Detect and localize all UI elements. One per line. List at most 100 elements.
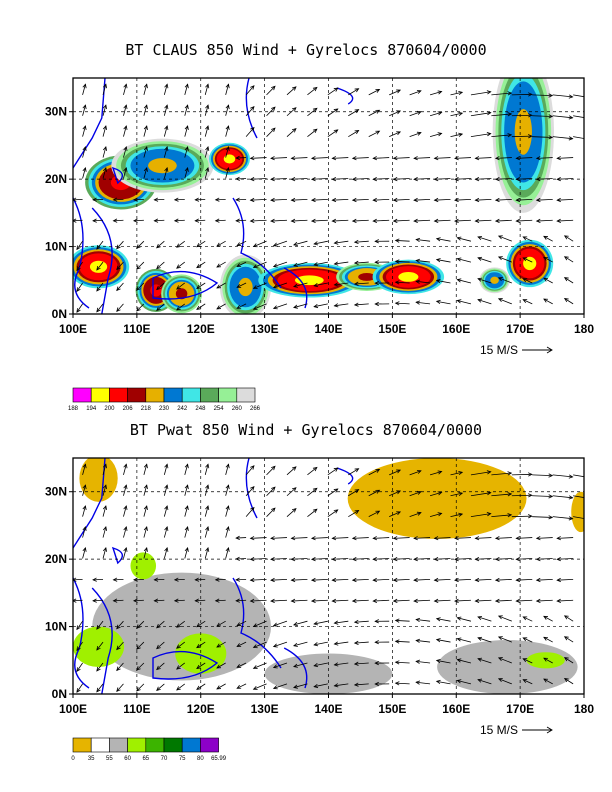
wind-arrow bbox=[523, 299, 533, 305]
wind-arrowhead bbox=[486, 470, 492, 475]
wind-arrow bbox=[143, 125, 148, 137]
wind-arrowhead bbox=[143, 463, 148, 469]
colorbar-label: 242 bbox=[177, 406, 188, 412]
wind-arrow bbox=[511, 515, 532, 518]
wind-arrowhead bbox=[236, 684, 242, 689]
wind-arrow bbox=[334, 282, 349, 286]
wind-arrowhead bbox=[313, 262, 319, 267]
wind-arrow bbox=[250, 558, 267, 560]
x-tick-label: 140E bbox=[314, 322, 342, 336]
wind-arrow bbox=[116, 240, 124, 249]
wind-arrowhead bbox=[156, 623, 161, 629]
wind-arrow bbox=[332, 558, 349, 560]
wind-arrowhead bbox=[116, 244, 121, 250]
wind-arrowhead bbox=[102, 104, 108, 110]
wind-arrow bbox=[123, 146, 127, 158]
vector-scale-arrowhead bbox=[546, 346, 553, 354]
wind-arrow bbox=[434, 537, 451, 539]
wind-arrow bbox=[293, 303, 308, 308]
wind-arrow bbox=[414, 537, 431, 539]
wind-arrow bbox=[216, 620, 226, 627]
wind-arrowhead bbox=[271, 465, 276, 471]
grid bbox=[73, 78, 584, 314]
wind-arrowhead bbox=[116, 265, 121, 271]
wind-arrow bbox=[116, 282, 124, 291]
wind-arrowhead bbox=[416, 89, 422, 94]
wind-arrow bbox=[434, 558, 451, 560]
wind-arrow bbox=[156, 641, 165, 649]
colorbar-swatch bbox=[145, 737, 165, 753]
wind-arrow bbox=[348, 109, 359, 117]
wind-arrowhead bbox=[176, 264, 181, 269]
wind-arrow bbox=[225, 84, 229, 95]
wind-arrowhead bbox=[543, 657, 548, 662]
colorbar-swatch bbox=[145, 387, 165, 403]
wind-arrowhead bbox=[184, 505, 189, 511]
wind-arrow bbox=[102, 526, 107, 538]
wind-arrow bbox=[225, 167, 229, 179]
wind-arrow bbox=[354, 303, 369, 306]
wind-arrow bbox=[163, 84, 168, 95]
wind-arrow bbox=[573, 115, 584, 118]
wind-arrowhead bbox=[236, 304, 242, 309]
wind-arrowhead bbox=[291, 466, 297, 471]
wind-arrow bbox=[373, 537, 390, 539]
wind-arrowhead bbox=[396, 469, 402, 474]
wind-arrowhead bbox=[543, 298, 548, 303]
coastline bbox=[91, 207, 113, 314]
wind-arrowhead bbox=[543, 615, 548, 620]
wind-arrowhead bbox=[415, 659, 421, 664]
wind-arrow bbox=[163, 547, 168, 559]
wind-arrow bbox=[368, 510, 380, 518]
wind-arrow bbox=[334, 261, 349, 265]
contour-core bbox=[223, 154, 236, 164]
wind-arrow bbox=[143, 84, 148, 95]
wind-arrow bbox=[266, 106, 276, 117]
wind-arrowhead bbox=[556, 598, 562, 604]
wind-arrow bbox=[253, 303, 267, 310]
wind-arrowhead bbox=[236, 664, 242, 668]
wind-arrowhead bbox=[123, 505, 128, 511]
wind-vectors bbox=[73, 463, 584, 693]
wind-arrowhead bbox=[413, 218, 418, 224]
wind-arrowhead bbox=[92, 598, 97, 603]
pwat-region bbox=[437, 640, 578, 694]
wind-arrowhead bbox=[543, 636, 548, 641]
wind-arrow bbox=[76, 641, 83, 651]
wind-arrow bbox=[102, 125, 107, 137]
wind-arrow bbox=[429, 492, 442, 497]
wind-arrow bbox=[334, 641, 349, 645]
wind-arrowhead bbox=[143, 125, 148, 131]
wind-arrow bbox=[156, 261, 165, 269]
wind-arrowhead bbox=[454, 536, 459, 541]
wind-arrowhead bbox=[164, 546, 169, 552]
wind-arrow bbox=[236, 620, 247, 626]
wind-arrow bbox=[348, 468, 359, 476]
wind-arrowhead bbox=[351, 218, 357, 224]
wind-arrow bbox=[368, 130, 380, 138]
wind-arrowhead bbox=[116, 624, 121, 630]
wind-arrowhead bbox=[331, 218, 337, 224]
wind-arrow bbox=[389, 469, 401, 476]
wind-arrowhead bbox=[333, 240, 339, 245]
wind-arrow bbox=[245, 507, 255, 517]
wind-arrowhead bbox=[413, 197, 418, 203]
wind-arrowhead bbox=[102, 484, 108, 490]
wind-arrow bbox=[543, 657, 553, 664]
wind-arrow bbox=[266, 486, 276, 497]
wind-arrow bbox=[457, 617, 472, 622]
wind-arrow bbox=[429, 512, 442, 518]
wind-arrowhead bbox=[548, 515, 554, 520]
wind-arrowhead bbox=[528, 514, 533, 519]
wind-arrowhead bbox=[435, 258, 441, 263]
wind-arrowhead bbox=[535, 598, 541, 604]
wind-arrowhead bbox=[543, 678, 548, 683]
wind-arrowhead bbox=[123, 125, 128, 131]
pwat-region bbox=[79, 458, 118, 502]
wind-arrowhead bbox=[250, 105, 255, 111]
wind-arrow bbox=[245, 465, 255, 476]
wind-arrowhead bbox=[353, 302, 359, 307]
wind-arrowhead bbox=[143, 83, 148, 89]
wind-arrowhead bbox=[435, 659, 441, 664]
wind-arrow bbox=[477, 278, 492, 284]
